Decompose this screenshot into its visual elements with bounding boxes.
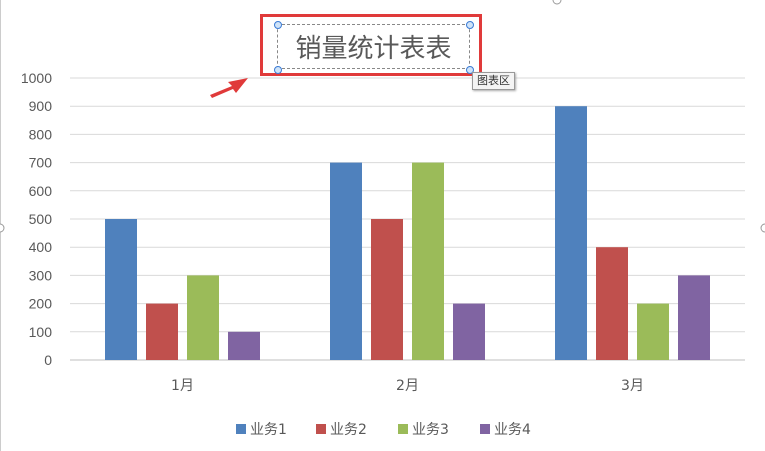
resize-handle[interactable] — [466, 21, 474, 29]
legend-label: 业务3 — [412, 422, 449, 438]
bar[interactable] — [146, 303, 178, 360]
arrow-icon — [210, 78, 248, 98]
bar[interactable] — [187, 275, 219, 360]
bar[interactable] — [330, 162, 362, 360]
resize-handle — [0, 223, 5, 233]
chart-title[interactable]: 销量统计表表 — [295, 34, 452, 64]
resize-handle[interactable] — [466, 66, 474, 74]
bar[interactable] — [596, 247, 628, 360]
tooltip: 图表区 — [472, 72, 515, 90]
bar[interactable] — [678, 275, 710, 360]
legend-swatch — [316, 424, 326, 434]
y-tick-label: 0 — [44, 352, 52, 368]
resize-handle — [760, 223, 765, 233]
y-tick-label: 800 — [29, 126, 53, 142]
y-tick-label: 900 — [29, 98, 53, 114]
x-tick-label: 1月 — [171, 378, 194, 394]
title-highlight-box — [260, 14, 482, 76]
y-tick-label: 400 — [29, 239, 53, 255]
x-tick-label: 2月 — [396, 378, 419, 394]
bar[interactable] — [105, 219, 137, 360]
legend-swatch — [398, 424, 408, 434]
resize-handle — [552, 0, 562, 5]
legend-label: 业务1 — [250, 422, 287, 438]
resize-handle[interactable] — [274, 21, 282, 29]
y-tick-label: 600 — [29, 183, 53, 199]
y-tick-label: 500 — [29, 211, 53, 227]
resize-handle[interactable] — [274, 66, 282, 74]
y-tick-label: 300 — [29, 267, 53, 283]
bar[interactable] — [453, 303, 485, 360]
y-tick-label: 1000 — [21, 70, 52, 86]
legend-swatch — [236, 424, 246, 434]
legend-swatch — [480, 424, 490, 434]
y-tick-label: 700 — [29, 155, 53, 171]
bar[interactable] — [228, 331, 260, 360]
y-tick-label: 200 — [29, 296, 53, 312]
bar[interactable] — [412, 162, 444, 360]
y-tick-label: 100 — [29, 324, 53, 340]
legend-label: 业务2 — [330, 422, 367, 438]
bar[interactable] — [637, 303, 669, 360]
legend-label: 业务4 — [494, 422, 531, 438]
chart-title-frame[interactable]: 销量统计表表 — [277, 24, 470, 69]
x-tick-label: 3月 — [621, 378, 644, 394]
bar[interactable] — [555, 106, 587, 360]
bar[interactable] — [371, 219, 403, 360]
